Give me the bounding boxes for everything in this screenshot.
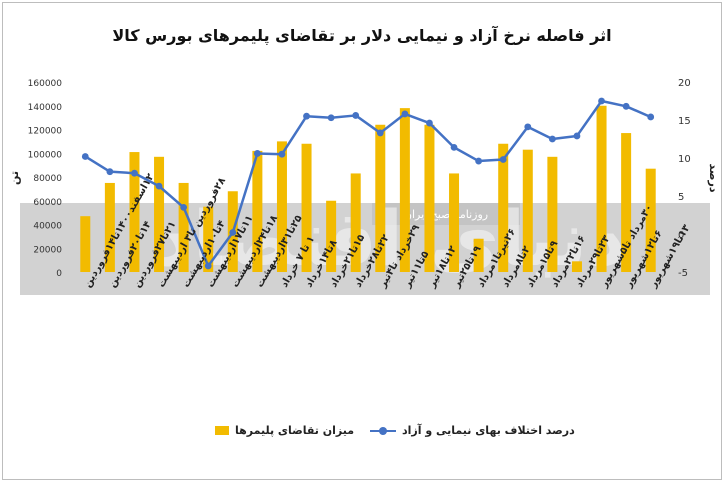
bar (449, 173, 460, 272)
left-axis-tick: 140000 (28, 103, 63, 113)
right-axis-tick: 0 (678, 230, 684, 241)
bar (571, 261, 582, 272)
right-axis-tick: -5 (678, 268, 688, 279)
line-point (131, 169, 138, 177)
bar (498, 143, 509, 272)
right-axis-title: درصد (707, 164, 720, 193)
legend-label-line: درصد اختلاف بهای نیمایی و آزاد (402, 424, 575, 437)
bar (80, 216, 91, 272)
left-axis-tick: 160000 (28, 79, 63, 89)
bar (596, 105, 607, 272)
bar (522, 149, 533, 272)
left-axis-tick: 40000 (33, 222, 62, 232)
right-axis-tick: 10 (678, 154, 691, 165)
left-axis-tick: 60000 (33, 198, 62, 208)
legend-item-line: درصد اختلاف بهای نیمایی و آزاد (370, 424, 575, 437)
right-axis-tick: 20 (678, 78, 691, 89)
bar (129, 152, 140, 272)
bar (473, 238, 484, 272)
legend-item-bars: میزان تقاضای پلیمرها (215, 424, 354, 437)
line-point (401, 110, 409, 118)
line-point (278, 150, 286, 158)
left-axis-tick: 20000 (33, 245, 62, 255)
legend-swatch-line (370, 426, 396, 436)
bar (252, 150, 263, 272)
bar (424, 124, 435, 272)
line-point (303, 112, 310, 120)
line-point (475, 157, 483, 165)
line-point (450, 143, 458, 151)
bar (375, 124, 386, 272)
left-axis-title: تن (8, 171, 21, 185)
right-axis-tick: 5 (678, 192, 684, 203)
left-axis-tick: 80000 (33, 174, 62, 184)
line-point (180, 204, 188, 211)
bar (154, 156, 165, 272)
bar (399, 108, 410, 272)
legend-label-bars: میزان تقاضای پلیمرها (235, 424, 355, 437)
line-point (376, 129, 384, 137)
line-point (548, 135, 556, 143)
line-point (426, 119, 433, 127)
line-point (106, 168, 114, 176)
bar (547, 156, 558, 272)
bar (301, 143, 312, 272)
bar (621, 133, 632, 272)
line-series (84, 99, 652, 268)
bar (645, 168, 656, 272)
line-point (573, 132, 581, 140)
line-point (622, 102, 630, 110)
left-axis-tick: 100000 (28, 150, 63, 160)
line-point (81, 153, 89, 160)
right-axis-tick: 15 (678, 116, 691, 127)
bar (203, 206, 214, 272)
bar (276, 141, 287, 272)
bar (104, 182, 115, 272)
line-point (647, 113, 655, 121)
bar (326, 200, 337, 272)
line-point (499, 156, 507, 163)
line-point (229, 229, 237, 236)
legend-swatch-bars (215, 426, 229, 435)
line-point (155, 182, 163, 190)
line-point (204, 262, 212, 270)
line-point (352, 112, 360, 119)
line-point (598, 97, 605, 105)
line-point (253, 150, 261, 157)
bar (350, 173, 361, 272)
line-point (327, 114, 335, 122)
chart-title: اثر فاصله نرخ آزاد و نیمایی دلار بر تقاض… (112, 26, 612, 45)
left-axis-tick: 0 (56, 269, 62, 279)
bar (178, 182, 189, 272)
line-point (524, 123, 532, 131)
left-axis-tick: 120000 (28, 127, 63, 137)
